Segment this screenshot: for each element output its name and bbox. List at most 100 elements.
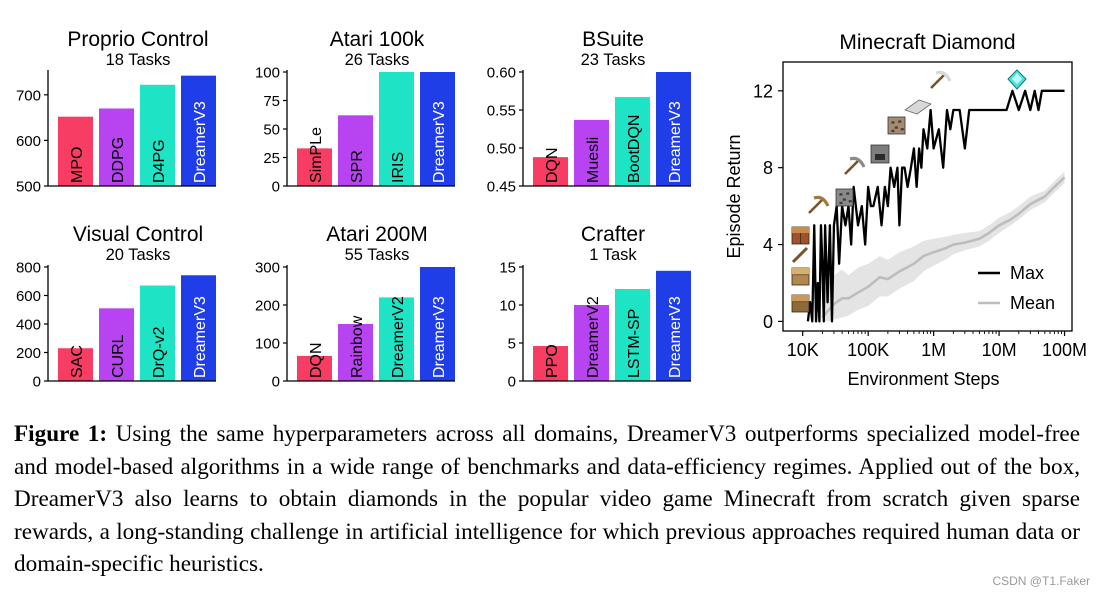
x-axis-label: Environment Steps bbox=[847, 369, 999, 389]
bar-label: Rainbow bbox=[349, 315, 366, 378]
bar-label: MPO bbox=[69, 147, 86, 183]
y-tick-label: 4 bbox=[763, 235, 773, 255]
panel-subtitle: 55 Tasks bbox=[345, 246, 410, 264]
panel-title: Atari 100k bbox=[330, 28, 425, 51]
y-tick-label: 0.45 bbox=[487, 179, 516, 196]
bar bbox=[338, 115, 373, 186]
furnace-icon bbox=[870, 144, 890, 164]
panel-subtitle: 23 Tasks bbox=[581, 51, 646, 69]
y-tick-label: 500 bbox=[16, 179, 41, 196]
y-tick-label: 0 bbox=[272, 179, 280, 196]
panel-title: Crafter bbox=[581, 223, 645, 246]
log-icon bbox=[791, 294, 810, 313]
x-tick-label: 10K bbox=[787, 340, 819, 360]
bar bbox=[533, 157, 568, 186]
cobblestone-icon bbox=[835, 188, 854, 207]
panel-subtitle: 20 Tasks bbox=[106, 246, 171, 264]
y-tick-label: 75 bbox=[263, 93, 280, 110]
stick-icon bbox=[791, 246, 809, 264]
bar-label: DreamerV2 bbox=[390, 296, 407, 378]
bar-label: DreamerV3 bbox=[431, 296, 448, 378]
bar bbox=[181, 75, 216, 186]
y-tick-label: 300 bbox=[255, 260, 280, 277]
bar bbox=[379, 72, 414, 186]
bar bbox=[140, 84, 175, 186]
bar bbox=[615, 289, 650, 381]
y-tick-label: 0 bbox=[763, 312, 773, 332]
bar-label: SAC bbox=[69, 345, 86, 378]
panel-subtitle: 26 Tasks bbox=[345, 51, 410, 69]
bar bbox=[574, 305, 609, 381]
max-line bbox=[806, 89, 1065, 323]
bar bbox=[297, 355, 332, 381]
bar bbox=[297, 148, 332, 186]
bar-label: DDPG bbox=[110, 137, 127, 183]
y-tick-label: 8 bbox=[763, 158, 773, 178]
iron-ore-icon bbox=[887, 116, 906, 135]
bar-label: DrQ-v2 bbox=[151, 326, 168, 378]
bar bbox=[420, 267, 455, 381]
iron-ingot-icon bbox=[904, 99, 932, 115]
y-tick-label: 700 bbox=[16, 87, 41, 104]
bar bbox=[574, 119, 609, 186]
bar bbox=[181, 275, 216, 381]
minecraft-diamond-chart: Minecraft Diamond 0 4 8 12 10K 100K 1M 10M 100M En… bbox=[724, 31, 1087, 389]
y-tick-label: 100 bbox=[255, 336, 280, 353]
y-tick-label: 200 bbox=[16, 345, 41, 362]
panel-title: Visual Control bbox=[73, 223, 203, 246]
figure-label: Figure 1: bbox=[14, 421, 108, 447]
watermark: CSDN @T1.Faker bbox=[992, 574, 1090, 588]
diamond-icon bbox=[1007, 69, 1027, 90]
y-tick-label: 600 bbox=[16, 288, 41, 305]
bar bbox=[379, 297, 414, 381]
bar bbox=[420, 72, 455, 186]
x-tick-label: 10M bbox=[982, 340, 1017, 360]
y-tick-label: 12 bbox=[753, 81, 773, 101]
bar-label: DreamerV3 bbox=[192, 101, 209, 183]
y-tick-label: 50 bbox=[263, 122, 280, 139]
iron-pickaxe-icon bbox=[930, 70, 952, 89]
y-tick-label: 0 bbox=[272, 374, 280, 391]
bar-label: DQN bbox=[544, 147, 561, 183]
bar-label: SPR bbox=[349, 150, 366, 183]
bar-label: DreamerV3 bbox=[431, 101, 448, 183]
bar-label: LSTM-SP bbox=[626, 309, 643, 378]
stone-pickaxe-icon bbox=[844, 156, 866, 175]
bar bbox=[338, 324, 373, 381]
bar-label: PPO bbox=[544, 344, 561, 378]
x-tick-label: 1M bbox=[921, 340, 946, 360]
legend-mean-label: Mean bbox=[1010, 293, 1055, 313]
bar bbox=[656, 72, 691, 186]
y-tick-label: 100 bbox=[255, 65, 280, 82]
x-tick-label: 100K bbox=[847, 340, 889, 360]
bar bbox=[58, 348, 93, 381]
wooden-pickaxe-icon bbox=[808, 195, 830, 214]
crafting-table-icon bbox=[791, 226, 810, 245]
y-tick-label: 0 bbox=[33, 374, 41, 391]
x-tick-label: 100M bbox=[1042, 340, 1087, 360]
y-tick-label: 0.55 bbox=[487, 103, 516, 120]
mean-line bbox=[821, 176, 1066, 319]
panel-title: Atari 200M bbox=[326, 223, 428, 246]
bar-label: DreamerV2 bbox=[585, 296, 602, 378]
bar-label: DreamerV3 bbox=[667, 101, 684, 183]
y-tick-label: 400 bbox=[16, 317, 41, 334]
y-tick-label: 0.60 bbox=[487, 65, 516, 82]
planks-icon bbox=[791, 267, 810, 286]
bar-label: DreamerV3 bbox=[667, 296, 684, 378]
y-tick-label: 800 bbox=[16, 260, 41, 277]
legend-max-label: Max bbox=[1010, 263, 1044, 283]
chart-title: Minecraft Diamond bbox=[839, 31, 1015, 54]
y-tick-label: 15 bbox=[499, 260, 516, 277]
bar bbox=[656, 270, 691, 381]
figure-caption: Figure 1: Using the same hyperparameters… bbox=[14, 418, 1080, 581]
bar bbox=[140, 285, 175, 381]
bar-label: D4PG bbox=[151, 139, 168, 183]
